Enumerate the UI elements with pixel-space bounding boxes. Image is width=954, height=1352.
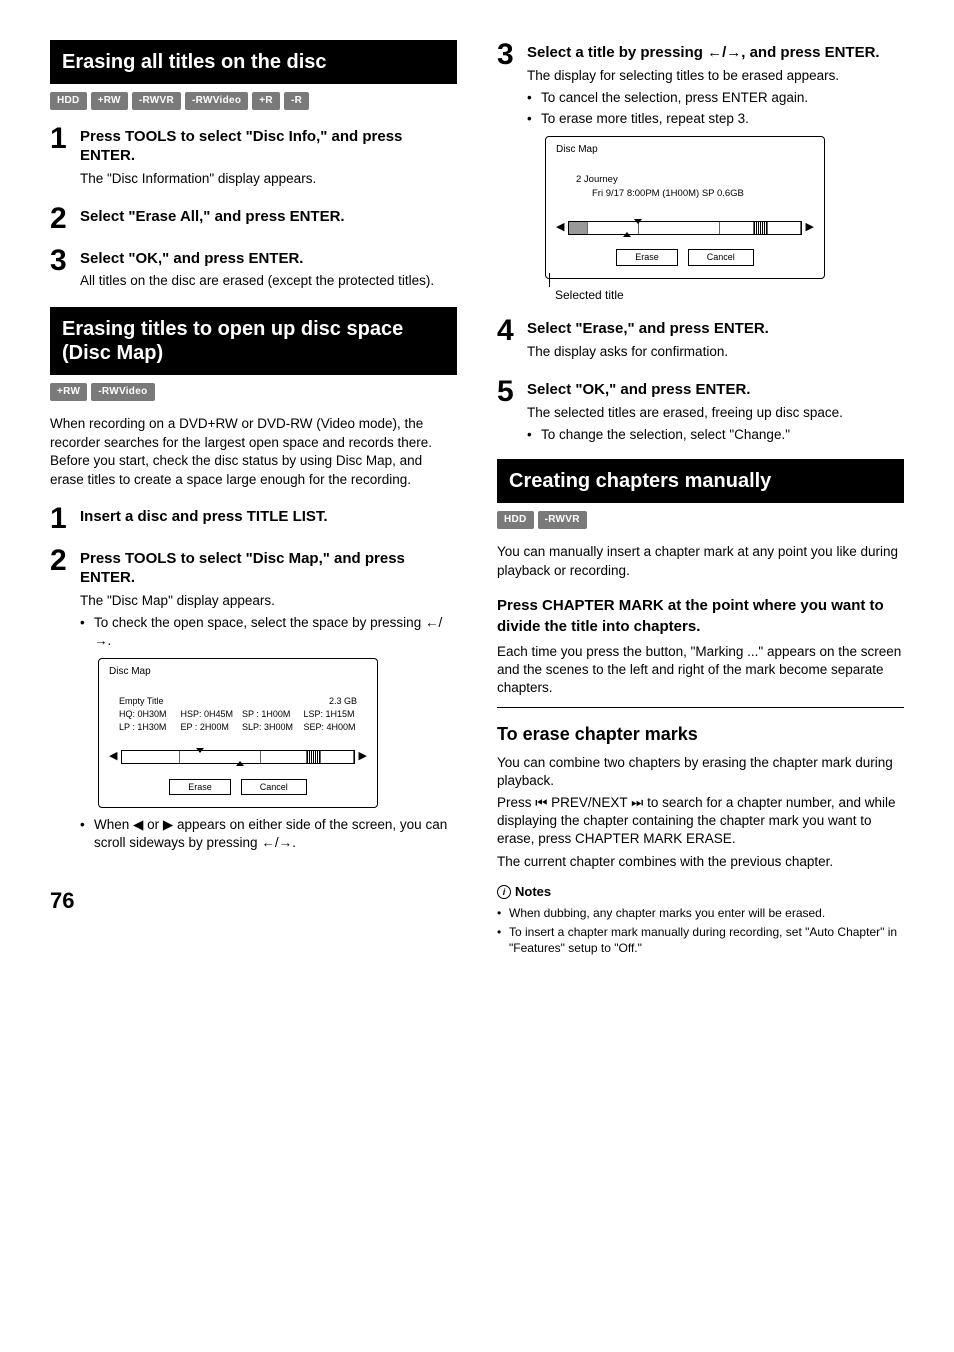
step-number: 4 <box>497 316 517 365</box>
badge-minus-r: -R <box>284 92 309 110</box>
right-arrow-icon: ▶ <box>806 220 814 235</box>
bullet: To erase more titles, repeat step 3. <box>527 110 904 128</box>
left-arrow-icon: ◀ <box>109 749 117 764</box>
step-desc: The display asks for confirmation. <box>527 343 904 361</box>
press-desc: Each time you press the button, "Marking… <box>497 643 904 698</box>
step-desc: All titles on the disc are erased (excep… <box>80 272 457 290</box>
step-desc: The "Disc Map" display appears. <box>80 592 457 610</box>
section-creating-chapters: Creating chapters manually <box>497 459 904 503</box>
step-1: 1 Insert a disc and press TITLE LIST. <box>50 504 457 534</box>
bullet: To change the selection, select "Change.… <box>527 426 904 444</box>
step-title: Select "Erase," and press ENTER. <box>527 320 904 339</box>
badge-rwvideo: -RWVideo <box>91 383 154 401</box>
left-column: Erasing all titles on the disc HDD +RW -… <box>50 40 457 960</box>
step-2: 2 Select "Erase All," and press ENTER. <box>50 204 457 234</box>
right-column: 3 Select a title by pressing ←/→, and pr… <box>497 40 904 960</box>
badge-row: HDD -RWVR <box>497 511 904 529</box>
erase-desc: You can combine two chapters by erasing … <box>497 754 904 790</box>
note-icon: i <box>497 885 511 899</box>
step-desc: The selected titles are erased, freeing … <box>527 404 904 422</box>
step-4: 4 Select "Erase," and press ENTER. The d… <box>497 316 904 365</box>
selected-title-label: Selected title <box>555 287 904 304</box>
note-item: When dubbing, any chapter marks you ente… <box>497 905 904 921</box>
intro-text: You can manually insert a chapter mark a… <box>497 543 904 581</box>
step-2: 2 Press TOOLS to select "Disc Map," and … <box>50 546 457 855</box>
step-3: 3 Select a title by pressing ←/→, and pr… <box>497 40 904 304</box>
divider <box>497 707 904 708</box>
step-title: Insert a disc and press TITLE LIST. <box>80 508 457 527</box>
page-number: 76 <box>50 886 457 917</box>
badge-plus-r: +R <box>252 92 280 110</box>
note-item: To insert a chapter mark manually during… <box>497 924 904 956</box>
right-arrow-icon: ▶ <box>359 749 367 764</box>
step-title: Select "OK," and press ENTER. <box>527 381 904 400</box>
dm-journey-line: Fri 9/17 8:00PM (1H00M) SP 0.6GB <box>576 187 794 200</box>
dm-bar: ◀ ▶ <box>109 749 367 764</box>
dm-size: 2.3 GB <box>304 695 358 708</box>
step-desc: The display for selecting titles to be e… <box>527 67 904 85</box>
step-title: Select "OK," and press ENTER. <box>80 250 457 269</box>
step-title: Select a title by pressing ←/→, and pres… <box>527 44 904 63</box>
bullet: To check the open space, select the spac… <box>80 614 457 650</box>
step-title: Select "Erase All," and press ENTER. <box>80 208 457 227</box>
step-3: 3 Select "OK," and press ENTER. All titl… <box>50 246 457 295</box>
cancel-button: Cancel <box>688 249 754 266</box>
badge-hdd: HDD <box>497 511 534 529</box>
step-number: 5 <box>497 377 517 447</box>
section-erase-all-titles: Erasing all titles on the disc <box>50 40 457 84</box>
step-number: 2 <box>50 546 70 855</box>
bullet: When ◀ or ▶ appears on either side of th… <box>80 816 457 852</box>
badge-plus-rw: +RW <box>50 383 87 401</box>
step-1: 1 Press TOOLS to select "Disc Info," and… <box>50 124 457 192</box>
erase-button: Erase <box>169 779 231 796</box>
step-number: 1 <box>50 504 70 534</box>
notes-heading: i Notes <box>497 883 904 901</box>
step-number: 1 <box>50 124 70 192</box>
disc-map-figure: Disc Map 2 Journey Fri 9/17 8:00PM (1H00… <box>545 136 825 279</box>
dm-title: Disc Map <box>109 665 367 679</box>
press-chapter-mark-title: Press CHAPTER MARK at the point where yo… <box>497 595 904 637</box>
section-disc-map: Erasing titles to open up disc space (Di… <box>50 307 457 375</box>
step-5: 5 Select "OK," and press ENTER. The sele… <box>497 377 904 447</box>
dm-empty-title: Empty Title <box>119 695 173 708</box>
erase-button: Erase <box>616 249 678 266</box>
dm-bar: ◀ ▶ <box>556 220 814 235</box>
step-number: 3 <box>497 40 517 304</box>
disc-map-figure: Disc Map Empty Title 2.3 GB HQ: 0H30M HS… <box>98 658 378 808</box>
step-number: 2 <box>50 204 70 234</box>
badge-rwvr: -RWVR <box>538 511 587 529</box>
cancel-button: Cancel <box>241 779 307 796</box>
left-arrow-icon: ◀ <box>556 220 564 235</box>
dm-title: Disc Map <box>556 143 814 157</box>
badge-row: HDD +RW -RWVR -RWVideo +R -R <box>50 92 457 110</box>
badge-rwvr: -RWVR <box>132 92 181 110</box>
step-desc: The "Disc Information" display appears. <box>80 170 457 188</box>
step-title: Press TOOLS to select "Disc Map," and pr… <box>80 550 457 588</box>
erase-desc: The current chapter combines with the pr… <box>497 853 904 871</box>
erase-chapter-marks-title: To erase chapter marks <box>497 722 904 747</box>
badge-hdd: HDD <box>50 92 87 110</box>
badge-rwvideo: -RWVideo <box>185 92 248 110</box>
dm-journey-title: 2 Journey <box>576 173 794 186</box>
step-number: 3 <box>50 246 70 295</box>
bullet: To cancel the selection, press ENTER aga… <box>527 89 904 107</box>
badge-plus-rw: +RW <box>91 92 128 110</box>
step-title: Press TOOLS to select "Disc Info," and p… <box>80 128 457 166</box>
intro-text: When recording on a DVD+RW or DVD-RW (Vi… <box>50 415 457 491</box>
erase-desc: Press ⏮ PREV/NEXT ⏭ to search for a chap… <box>497 794 904 849</box>
badge-row: +RW -RWVideo <box>50 383 457 401</box>
